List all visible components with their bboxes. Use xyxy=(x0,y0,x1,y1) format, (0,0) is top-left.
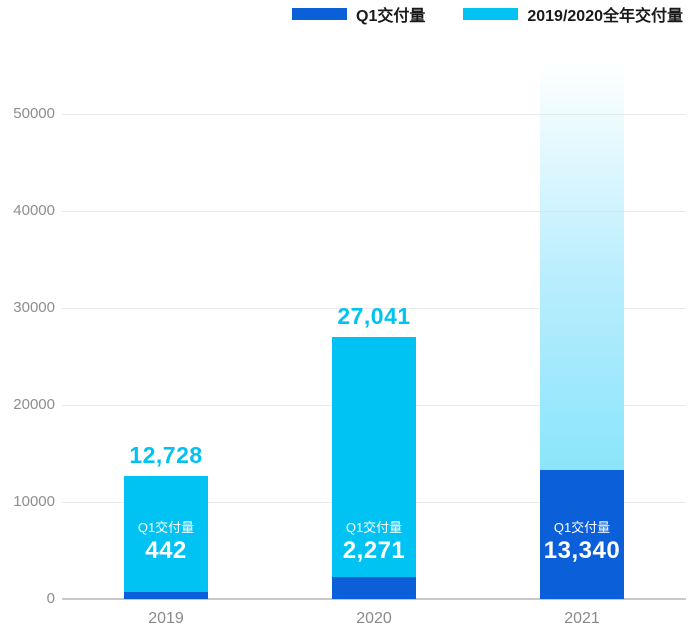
bar-annual-2019 xyxy=(124,476,208,592)
bar-annual-faded-2021 xyxy=(540,51,624,470)
q1-inner-label-value: 13,340 xyxy=(543,537,621,565)
bar-annual-2020 xyxy=(332,337,416,577)
annual-total-value-2019: 12,728 xyxy=(129,442,203,468)
legend-swatch-annual-icon xyxy=(463,8,519,20)
q1-inner-label-2020: Q1交付量 2,271 xyxy=(299,520,449,565)
legend-item-annual: 2019/2020全年交付量 xyxy=(463,2,683,26)
x-axis-category-label-2019: 2019 xyxy=(148,610,184,627)
legend: Q1交付量 2019/2020全年交付量 xyxy=(292,2,683,26)
gridline-30000 xyxy=(62,308,686,309)
legend-label-annual: 2019/2020全年交付量 xyxy=(527,8,683,25)
x-axis-category-label-2020: 2020 xyxy=(356,610,392,627)
legend-swatch-q1-icon xyxy=(292,8,347,20)
q1-inner-label-title: Q1交付量 xyxy=(345,520,403,535)
q1-inner-label-2021: Q1交付量 13,340 xyxy=(507,520,657,565)
legend-item-q1: Q1交付量 xyxy=(292,2,425,26)
x-axis-category-label-2021: 2021 xyxy=(564,610,600,627)
bar-q1-2019 xyxy=(124,592,208,599)
bar-q1-2021 xyxy=(540,470,624,599)
q1-inner-label-title: Q1交付量 xyxy=(553,520,611,535)
q1-inner-label-value: 2,271 xyxy=(342,537,406,565)
y-axis-tick-label: 40000 xyxy=(13,202,55,219)
y-axis-tick-label: 0 xyxy=(46,590,55,607)
q1-inner-label-2019: Q1交付量 442 xyxy=(91,520,241,565)
y-axis-tick-label: 20000 xyxy=(13,396,55,413)
gridline-40000 xyxy=(62,211,686,212)
annual-total-value-2020: 27,041 xyxy=(337,303,411,329)
y-axis-tick-label: 50000 xyxy=(13,105,55,122)
q1-inner-label-title: Q1交付量 xyxy=(137,520,195,535)
y-axis-tick-label: 30000 xyxy=(13,299,55,316)
y-axis-tick-label: 10000 xyxy=(13,493,55,510)
q1-inner-label-value: 442 xyxy=(145,537,187,565)
legend-label-q1: Q1交付量 xyxy=(356,8,426,25)
gridline-50000 xyxy=(62,114,686,115)
bar-q1-2020 xyxy=(332,577,416,599)
gridline-0 xyxy=(62,598,686,600)
